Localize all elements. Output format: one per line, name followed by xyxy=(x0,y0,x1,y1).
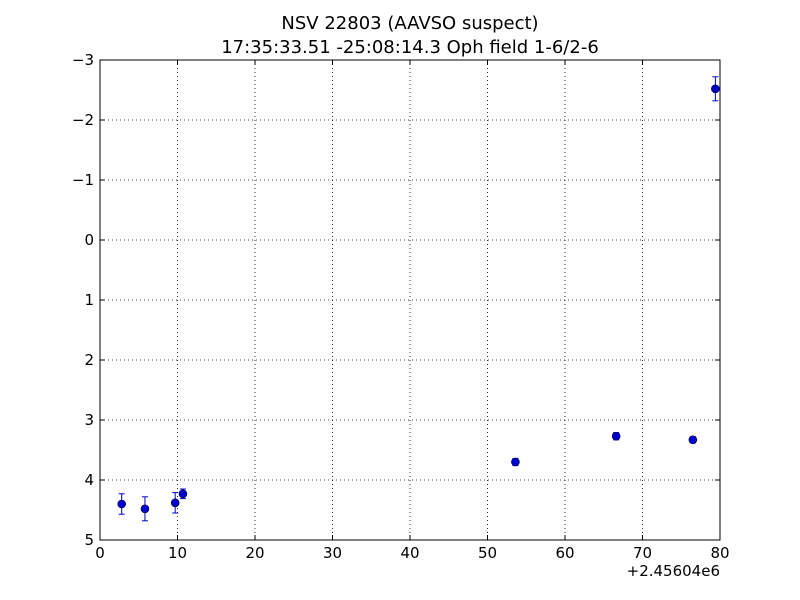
data-marker xyxy=(140,504,150,514)
data-marker xyxy=(170,498,180,508)
x-tick-label: 10 xyxy=(168,544,187,562)
y-tick-label: 3 xyxy=(84,411,94,429)
data-point xyxy=(688,435,698,445)
y-tick-label: −3 xyxy=(72,51,94,69)
x-tick-label: 70 xyxy=(633,544,652,562)
y-tick-label: −1 xyxy=(72,171,94,189)
x-tick-label: 40 xyxy=(400,544,419,562)
data-marker xyxy=(711,84,720,94)
data-marker xyxy=(611,431,621,441)
grid-lines xyxy=(100,60,720,540)
x-tick-label: 0 xyxy=(95,544,105,562)
y-tick-label: −2 xyxy=(72,111,94,129)
data-point xyxy=(140,496,150,522)
data-point xyxy=(117,493,126,515)
data-point xyxy=(170,492,180,514)
y-tick-label: 1 xyxy=(84,291,94,309)
x-axis-offset-label: +2.45604e6 xyxy=(627,562,720,580)
data-marker xyxy=(178,489,188,499)
data-points xyxy=(117,76,720,522)
data-point xyxy=(611,431,621,441)
y-tick-label: 5 xyxy=(84,531,94,549)
axis-ticks: 0 10 20 30 40 50 60 70 80 −3 −2 −1 0 1 2 3 4 5 xyxy=(72,51,730,562)
chart-subtitle: 17:35:33.51 -25:08:14.3 Oph field 1-6/2-… xyxy=(221,37,599,58)
y-tick-label: 4 xyxy=(84,471,94,489)
x-tick-label: 60 xyxy=(555,544,574,562)
data-point xyxy=(511,457,520,467)
data-point xyxy=(178,488,188,500)
y-tick-label: 2 xyxy=(84,351,94,369)
data-point xyxy=(711,76,720,102)
x-tick-label: 30 xyxy=(323,544,342,562)
x-tick-label: 80 xyxy=(710,544,729,562)
data-marker xyxy=(688,435,698,445)
y-tick-label: 0 xyxy=(84,231,94,249)
plot-frame xyxy=(99,59,721,541)
data-marker xyxy=(511,457,520,467)
x-tick-label: 20 xyxy=(245,544,264,562)
chart-title: NSV 22803 (AAVSO suspect) xyxy=(281,13,538,34)
data-marker xyxy=(117,499,126,509)
x-tick-label: 50 xyxy=(478,544,497,562)
